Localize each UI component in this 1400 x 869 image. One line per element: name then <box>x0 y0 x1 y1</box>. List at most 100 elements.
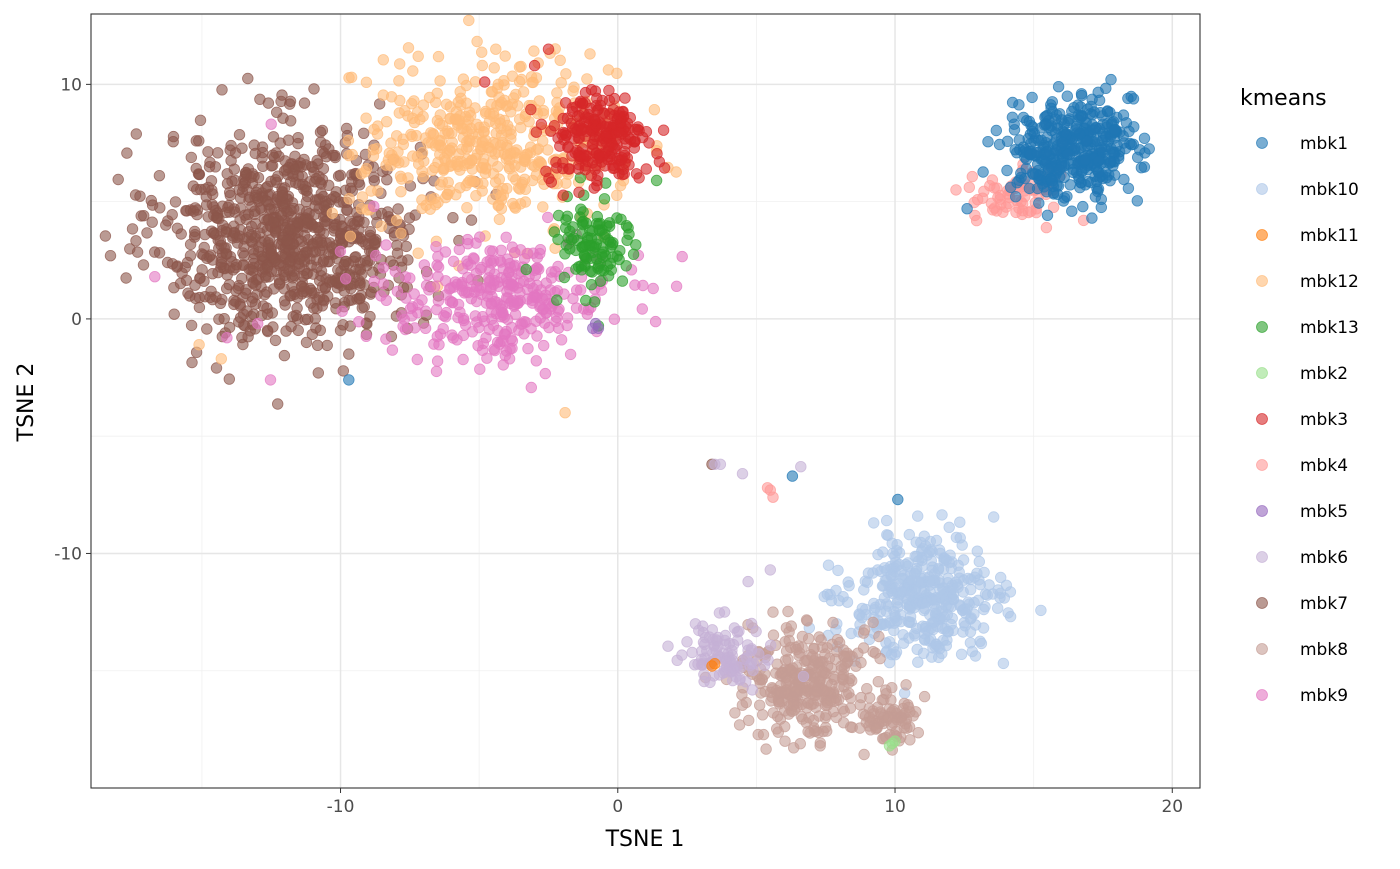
point-mbk12 <box>474 143 487 155</box>
point-mbk7 <box>403 212 416 224</box>
point-mbk8 <box>802 633 815 645</box>
point-mbk9 <box>432 271 444 283</box>
point-mbk13 <box>630 239 642 251</box>
point-mbk7 <box>234 312 247 324</box>
point-mbk3 <box>624 111 637 124</box>
point-mbk6 <box>731 626 744 638</box>
point-mbk7 <box>188 225 201 238</box>
point-mbk12 <box>375 220 388 232</box>
point-mbk3 <box>589 115 601 127</box>
point-mbk6 <box>795 461 807 473</box>
point-mbk7 <box>343 348 355 360</box>
point-mbk3 <box>657 124 670 136</box>
point-mbk4 <box>950 184 962 196</box>
point-mbk3 <box>577 97 589 110</box>
point-mbk1 <box>1124 137 1136 150</box>
point-mbk7 <box>124 243 136 255</box>
point-mbk8 <box>858 748 870 761</box>
point-mbk6 <box>719 629 732 642</box>
point-mbk7 <box>280 325 292 337</box>
point-mbk8 <box>861 683 873 695</box>
point-mbk8 <box>857 627 870 639</box>
point-mbk1 <box>1056 136 1069 149</box>
point-mbk3 <box>618 168 630 180</box>
point-mbk12 <box>532 158 544 170</box>
point-mbk7 <box>333 196 346 208</box>
point-mbk1 <box>1077 200 1089 213</box>
point-mbk7 <box>354 279 366 292</box>
point-mbk10 <box>956 539 968 551</box>
point-mbk1 <box>786 470 799 482</box>
point-mbk7 <box>216 84 228 96</box>
point-mbk9 <box>518 253 531 265</box>
point-mbk9 <box>608 313 621 325</box>
point-mbk12 <box>480 105 492 118</box>
point-mbk8 <box>827 616 839 629</box>
point-mbk3 <box>564 163 576 175</box>
point-mbk7 <box>262 325 274 338</box>
point-mbk9 <box>468 253 480 265</box>
point-mbk13 <box>607 236 619 249</box>
point-mbk12 <box>395 185 407 198</box>
point-mbk1 <box>1075 177 1087 189</box>
point-mbk4 <box>984 179 996 192</box>
point-mbk8 <box>807 714 820 727</box>
point-mbk7 <box>130 235 142 247</box>
point-mbk12 <box>406 97 418 110</box>
point-mbk7 <box>294 253 306 265</box>
point-mbk7 <box>281 234 293 247</box>
point-mbk9 <box>380 239 392 251</box>
point-mbk12 <box>478 153 490 165</box>
point-mbk7 <box>249 205 261 217</box>
point-mbk12 <box>581 73 593 85</box>
point-mbk9 <box>522 342 534 355</box>
point-mbk7 <box>228 163 241 175</box>
point-mbk9 <box>432 295 445 307</box>
point-mbk1 <box>1061 90 1074 102</box>
point-mbk12 <box>412 247 424 259</box>
point-mbk8 <box>756 709 769 721</box>
point-mbk3 <box>578 108 590 120</box>
point-mbk8 <box>760 743 772 755</box>
point-mbk13 <box>579 260 591 272</box>
point-mbk12 <box>344 230 357 243</box>
point-mbk3 <box>566 122 579 134</box>
point-mbk8 <box>767 606 779 618</box>
point-mbk13 <box>578 250 591 262</box>
point-mbk10 <box>992 602 1004 614</box>
point-mbk9 <box>221 332 233 344</box>
point-mbk8 <box>867 646 879 658</box>
point-mbk9 <box>457 263 469 275</box>
point-mbk6 <box>736 468 749 480</box>
point-mbk7 <box>292 137 304 150</box>
legend-label-mbk13: mbk13 <box>1300 318 1359 338</box>
point-mbk3 <box>479 76 491 88</box>
point-mbk9 <box>445 282 457 294</box>
point-mbk7 <box>104 249 117 262</box>
point-mbk13 <box>585 279 598 291</box>
point-mbk7 <box>185 319 198 332</box>
legend-label-mbk11: mbk11 <box>1300 226 1359 246</box>
point-mbk7 <box>215 239 227 252</box>
point-mbk9 <box>440 306 453 319</box>
point-mbk9 <box>375 290 387 302</box>
point-mbk10 <box>868 517 880 529</box>
point-mbk12 <box>537 135 549 147</box>
point-mbk7 <box>201 323 213 335</box>
point-mbk12 <box>460 79 473 92</box>
point-mbk12 <box>528 45 540 57</box>
point-mbk13 <box>564 243 576 255</box>
point-mbk1 <box>1131 151 1144 164</box>
point-mbk12 <box>463 106 476 118</box>
point-mbk10 <box>905 574 918 587</box>
point-mbk10 <box>885 569 898 581</box>
point-mbk9 <box>495 311 507 323</box>
point-mbk10 <box>900 558 912 571</box>
point-mbk7 <box>212 266 224 279</box>
point-mbk7 <box>269 334 282 347</box>
point-mbk3 <box>567 105 579 118</box>
point-mbk1 <box>1061 148 1074 160</box>
point-mbk12 <box>360 162 373 175</box>
point-mbk1 <box>1096 134 1108 147</box>
